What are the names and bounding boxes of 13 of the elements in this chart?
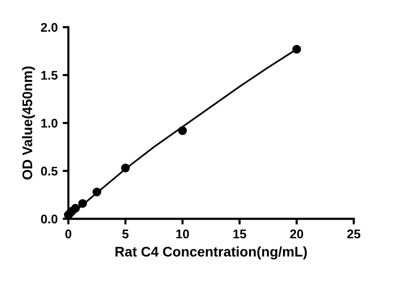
y-tick-label: 0.5 xyxy=(41,166,58,176)
y-tick-label: 1.0 xyxy=(41,118,58,128)
y-axis-title: OD Value(450nm) xyxy=(22,66,35,180)
x-tick-label: 25 xyxy=(347,230,360,238)
y-tick-label: 1.5 xyxy=(41,71,58,80)
x-tick-label: 5 xyxy=(122,230,129,238)
x-tick-label: 10 xyxy=(176,230,189,238)
x-tick-label: 0 xyxy=(65,230,72,238)
y-tick-label: 0.0 xyxy=(41,214,58,224)
y-tick-label: 2.0 xyxy=(40,22,58,32)
x-tick-label: 20 xyxy=(290,230,304,238)
x-tick-label: 15 xyxy=(233,230,246,238)
x-axis-title: Rat C4 Concentration(ng/mL) xyxy=(116,246,307,260)
